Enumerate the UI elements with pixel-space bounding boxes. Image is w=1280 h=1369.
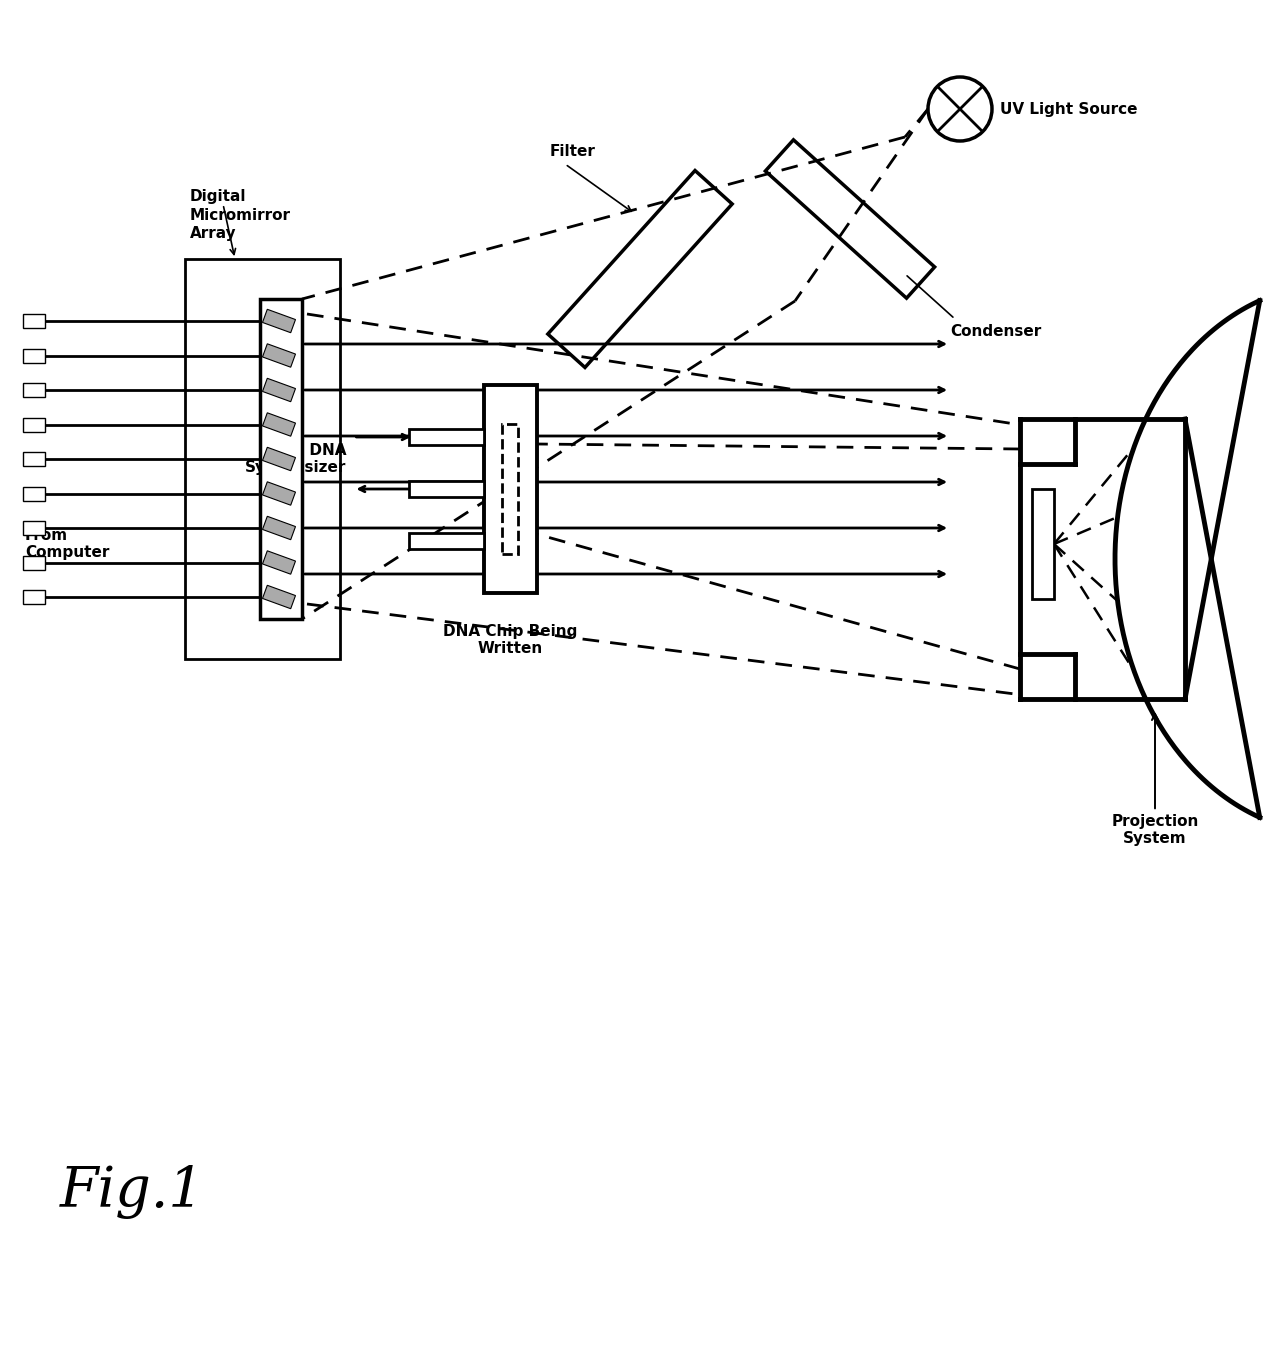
Text: From DNA
Synthesizer: From DNA Synthesizer (246, 442, 347, 475)
Bar (408, 428, 484, 445)
Text: Digital
Micromirror
Array: Digital Micromirror Array (189, 189, 291, 241)
Bar (262, 413, 296, 437)
Text: Projection
System: Projection System (1111, 715, 1198, 846)
Bar (262, 586, 296, 609)
Bar (262, 378, 296, 401)
Bar (23, 486, 45, 501)
Bar (23, 522, 45, 535)
Bar (548, 171, 732, 367)
Bar (23, 590, 45, 604)
Bar (262, 550, 296, 574)
Bar (23, 556, 45, 570)
Bar (23, 349, 45, 363)
Text: Fig.1: Fig.1 (60, 1164, 205, 1218)
Bar (765, 140, 934, 298)
Bar (262, 516, 296, 539)
Bar (484, 385, 536, 593)
Bar (408, 481, 484, 497)
Text: Filter: Filter (550, 144, 596, 159)
Bar (260, 298, 302, 619)
Bar (262, 344, 296, 367)
Bar (23, 314, 45, 329)
Text: DNA Chip Being
Written: DNA Chip Being Written (443, 624, 577, 656)
Bar (23, 383, 45, 397)
Bar (262, 448, 296, 471)
Bar (408, 533, 484, 549)
Bar (262, 309, 296, 333)
Text: Condenser: Condenser (950, 324, 1041, 340)
Bar (23, 418, 45, 431)
Bar (186, 259, 340, 658)
Bar (262, 482, 296, 505)
Bar (23, 452, 45, 465)
Bar (503, 424, 517, 554)
Bar (1032, 489, 1053, 600)
Text: From
Computer: From Computer (26, 528, 109, 560)
Text: UV Light Source: UV Light Source (1000, 101, 1138, 116)
